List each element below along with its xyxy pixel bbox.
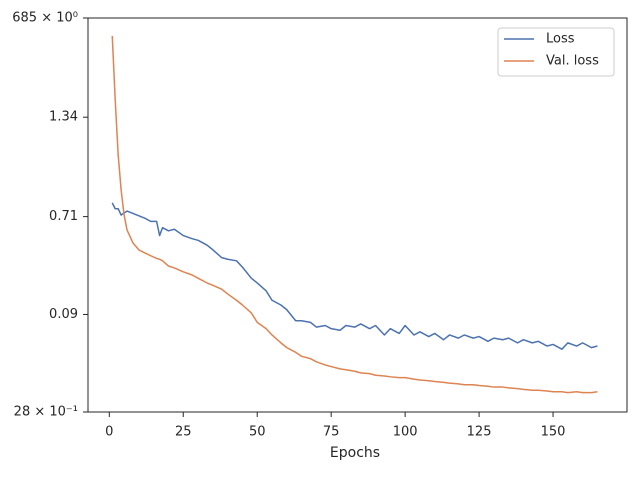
x-tick-label: 150 xyxy=(541,425,566,440)
legend-label: Val. loss xyxy=(546,54,599,69)
x-tick-label: 100 xyxy=(393,425,418,440)
y-tick-label: 685 × 10⁰ xyxy=(12,11,78,26)
plot-frame xyxy=(87,17,628,413)
series-line xyxy=(111,35,598,394)
x-tick-label: 25 xyxy=(175,425,192,440)
x-tick-label: 0 xyxy=(105,425,113,440)
x-tick-label: 50 xyxy=(249,425,266,440)
y-tick-label: 0.09 xyxy=(49,307,78,322)
x-axis-label: Epochs xyxy=(330,445,380,461)
x-tick-label: 75 xyxy=(323,425,340,440)
y-tick-label: 28 × 10⁻¹ xyxy=(14,405,78,420)
legend-label: Loss xyxy=(546,32,575,47)
y-tick-label: 0.71 xyxy=(49,209,78,224)
y-tick-label: 1.34 xyxy=(49,110,78,125)
series-line xyxy=(111,202,598,350)
x-tick-label: 125 xyxy=(467,425,492,440)
legend-box xyxy=(497,27,615,77)
